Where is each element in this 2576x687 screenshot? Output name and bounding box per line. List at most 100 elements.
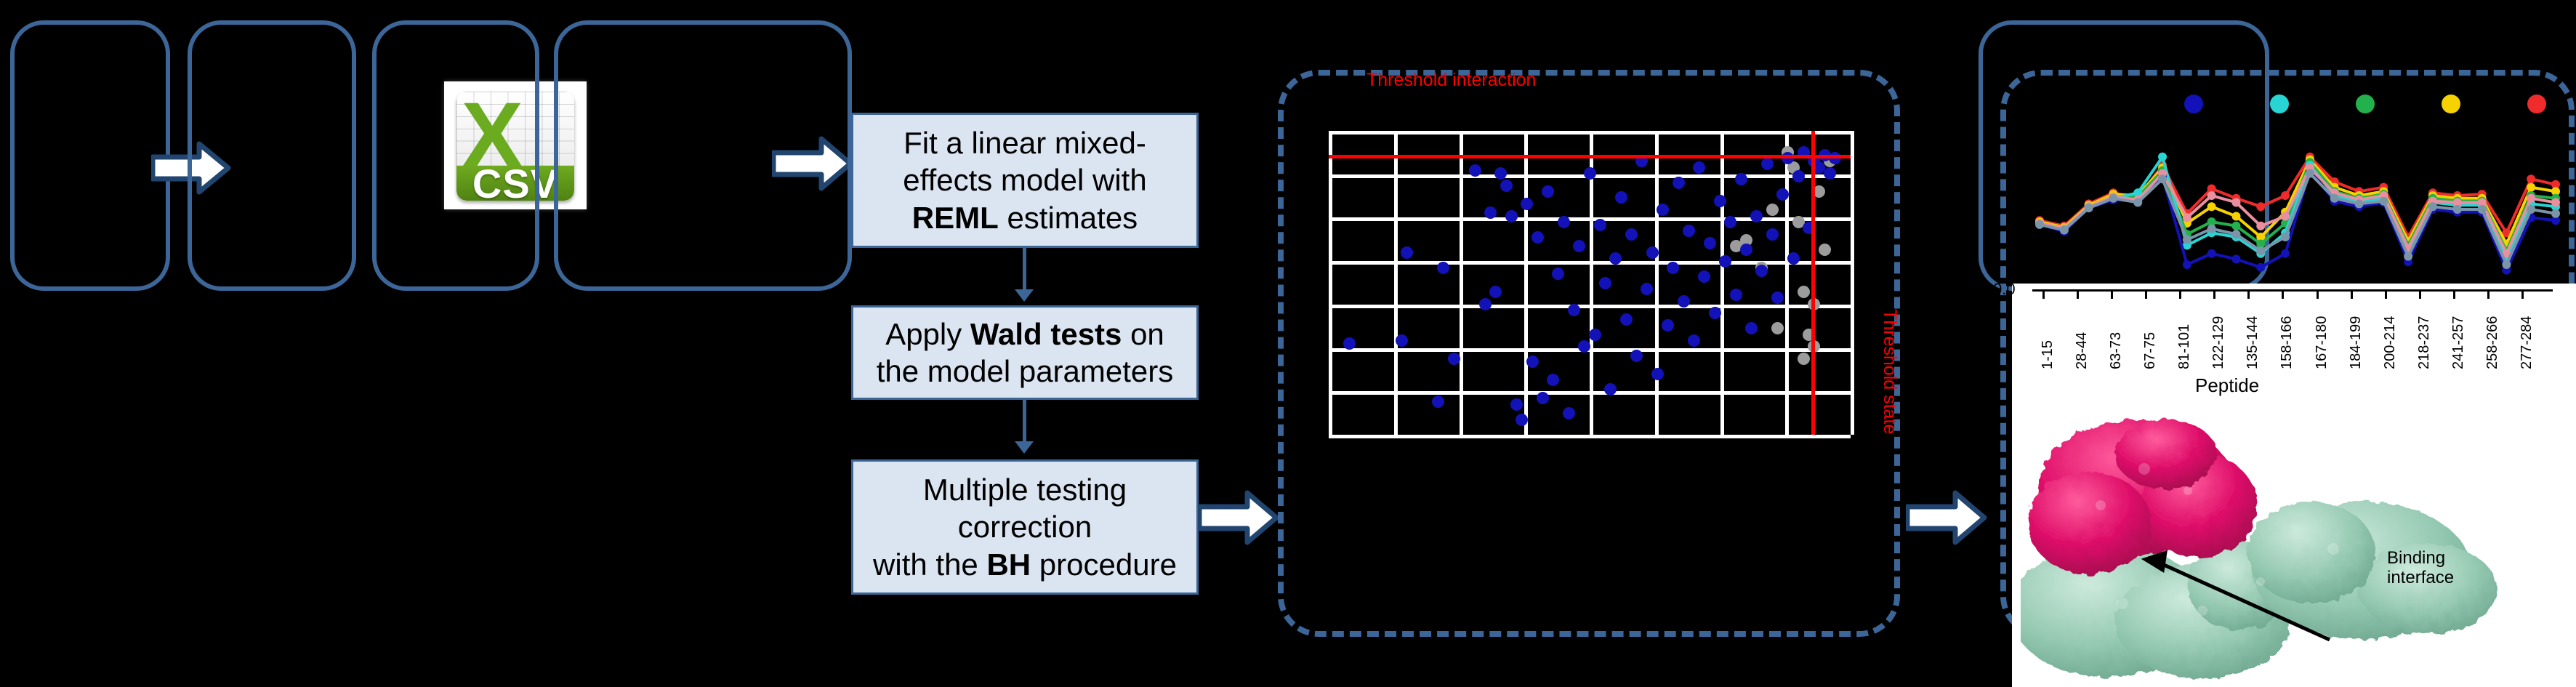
- grid-line-vertical: [1524, 131, 1529, 435]
- scatter-point-significant: [1500, 179, 1513, 192]
- x-axis-tick: [2350, 289, 2353, 299]
- grid-line-horizontal: [1329, 304, 1851, 308]
- scatter-point-significant: [1672, 176, 1685, 189]
- x-axis-tick: [2145, 289, 2148, 299]
- line-marker: [2207, 184, 2216, 193]
- scatter-point-significant: [1651, 367, 1664, 380]
- peptide-tick-label: 122-129: [2210, 316, 2227, 369]
- line-marker: [2109, 193, 2118, 203]
- peptide-tick-label: 241-257: [2450, 316, 2466, 369]
- grid-line-horizontal: [1329, 261, 1851, 265]
- line-marker: [2231, 221, 2241, 230]
- x-axis-tick: [2077, 289, 2080, 299]
- threshold-state-label: Threshold state: [1880, 309, 1900, 435]
- line-marker: [2551, 216, 2560, 225]
- line-marker: [2207, 224, 2216, 233]
- scatter-point-significant: [1729, 289, 1742, 302]
- line-marker: [2551, 187, 2560, 196]
- scatter-point-significant: [1526, 355, 1539, 369]
- scatter-point-significant: [1662, 319, 1675, 332]
- scatter-point-significant: [1734, 173, 1747, 186]
- line-marker: [2551, 180, 2560, 189]
- line-marker: [2231, 198, 2241, 207]
- step-wald-bold: Wald tests: [970, 316, 1122, 351]
- line-marker: [2281, 212, 2290, 221]
- line-marker: [2551, 198, 2560, 207]
- scatter-point-significant: [1823, 167, 1836, 180]
- x-axis-tick: [2487, 289, 2490, 299]
- scatter-point-significant: [1739, 243, 1752, 256]
- panel-csv: [188, 20, 356, 291]
- scatter-point-significant: [1604, 382, 1617, 395]
- scatter-point-significant: [1693, 161, 1706, 174]
- peptide-uptake-lineplot: [2012, 80, 2572, 291]
- scatter-point-significant: [1609, 252, 1622, 265]
- scatter-point-significant: [1557, 215, 1570, 228]
- scatter-point-significant: [1552, 267, 1565, 280]
- peptide-tick-label: 167-180: [2313, 316, 2330, 369]
- scatter-point-significant: [1510, 398, 1523, 411]
- line-marker: [2477, 198, 2487, 207]
- scatter-point-significant: [1724, 215, 1737, 228]
- scatter-point-significant: [1593, 219, 1606, 232]
- scatter-point-significant: [1531, 230, 1544, 244]
- line-marker: [2035, 220, 2044, 229]
- panel-input: [10, 20, 170, 291]
- line-marker: [2404, 252, 2413, 261]
- line-marker: [2452, 205, 2462, 214]
- line-marker: [2428, 202, 2437, 212]
- scatter-point-nonsignificant: [1813, 185, 1826, 198]
- line-marker: [2356, 95, 2375, 113]
- scatter-point-significant: [1766, 228, 1779, 241]
- line-marker: [2184, 95, 2203, 113]
- line-marker: [2207, 217, 2216, 227]
- scatter-point-significant: [1547, 374, 1560, 387]
- scatter-point-significant: [1489, 286, 1502, 299]
- scatter-point-nonsignificant: [1797, 286, 1810, 299]
- scatter-point-significant: [1745, 322, 1758, 335]
- peptide-tick-labels: 1-15 28-44 63-73 67-75 81-101 122-129 135-144 1…: [2012, 284, 2576, 378]
- step-fit-model-line2: effects model with: [903, 163, 1147, 198]
- line-marker: [2256, 262, 2266, 272]
- scatter-point-significant: [1484, 206, 1497, 220]
- scatter-point-significant: [1478, 297, 1492, 310]
- threshold-interaction-line: [1329, 155, 1851, 159]
- grid-line-horizontal: [1329, 435, 1851, 438]
- peptide-tick-label: 81-101: [2176, 324, 2193, 369]
- csv-extension-label: CSV: [472, 160, 559, 201]
- step-mt-pre: with the: [873, 547, 987, 582]
- line-marker: [2551, 209, 2560, 218]
- line-marker: [2231, 254, 2241, 264]
- line-marker: [2133, 198, 2143, 207]
- grid-line-horizontal: [1329, 131, 1851, 134]
- step-fit-model: Fit a linear mixed- effects model with R…: [851, 113, 1199, 248]
- line-marker: [2133, 188, 2143, 198]
- scatter-point-nonsignificant: [1766, 204, 1779, 217]
- panel-model: [372, 20, 539, 291]
- scatter-point-significant: [1750, 209, 1763, 222]
- grid-line-vertical: [1851, 131, 1854, 435]
- line-marker: [2281, 191, 2290, 200]
- line-marker: [2059, 225, 2069, 235]
- step-mt-line2: correction: [957, 510, 1092, 545]
- line-marker: [2207, 191, 2216, 200]
- scatter-point-significant: [1714, 194, 1726, 207]
- line-marker: [2502, 228, 2511, 238]
- peptide-tick-label: 277-284: [2518, 316, 2535, 369]
- binding-interface-annotation: Binding interface: [2387, 548, 2455, 588]
- step-mt-post: procedure: [1031, 547, 1177, 582]
- line-marker: [2207, 249, 2216, 258]
- line-marker: [2527, 182, 2536, 192]
- scatter-point-significant: [1505, 209, 1518, 222]
- scatter-point-significant: [1343, 337, 1356, 350]
- line-marker: [2158, 152, 2168, 161]
- line-marker: [2270, 95, 2289, 113]
- binding-interface-line2: interface: [2387, 567, 2455, 587]
- line-series: [2039, 153, 2556, 263]
- scatter-point-significant: [1494, 167, 1508, 180]
- scatter-point-significant: [1719, 255, 1732, 268]
- peptide-tick-label: 218-237: [2415, 316, 2432, 369]
- step-wald-line2: the model parameters: [876, 354, 1174, 388]
- scatter-point-significant: [1688, 334, 1701, 347]
- x-axis-tick: [2213, 289, 2216, 299]
